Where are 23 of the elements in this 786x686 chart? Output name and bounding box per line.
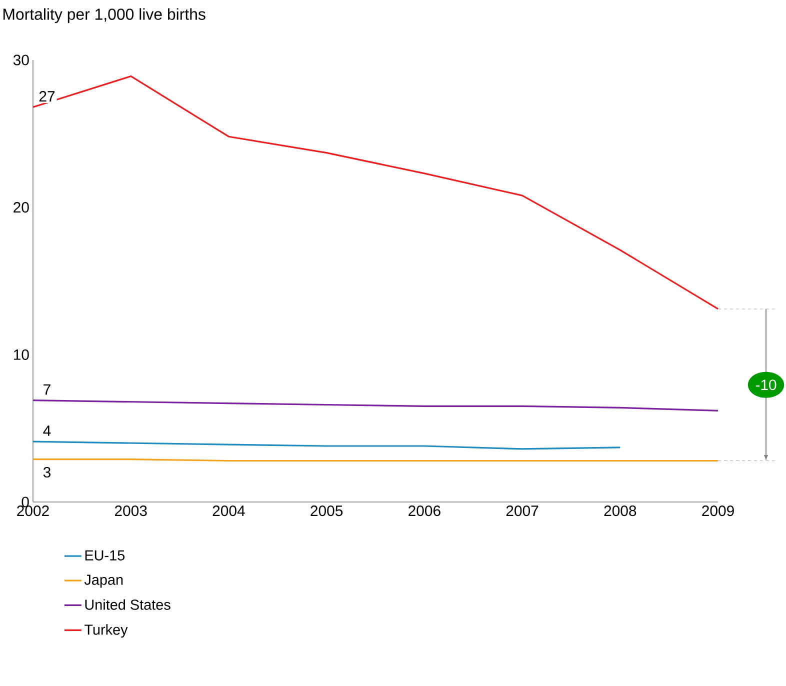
x-tick-label: 2005 — [310, 506, 343, 516]
annotation: 7 — [44, 384, 50, 395]
legend-label: Turkey — [84, 624, 128, 638]
text: -10 — [756, 380, 776, 390]
y-tick-label: 20 — [14, 202, 29, 213]
y-tick-label: 10 — [14, 349, 29, 360]
annotation: 3 — [43, 466, 50, 478]
x-tick-label: 2006 — [408, 506, 440, 516]
y-axis-title: Mortality per 1,000 live births — [4, 8, 206, 24]
x-tick-label: 2007 — [506, 506, 538, 516]
legend-label: Japan — [84, 574, 123, 588]
y-tick-label: 0 — [22, 496, 29, 508]
x-tick-label: 2009 — [702, 506, 734, 516]
line-series — [32, 75, 719, 310]
y-tick-label: 30 — [13, 54, 29, 66]
x-tick-label: 2002 — [17, 506, 49, 516]
legend-label: United States — [85, 599, 170, 610]
annotation: 27 — [39, 91, 55, 102]
x-tick-label: 2004 — [212, 506, 245, 516]
x-tick-label: 2008 — [604, 506, 636, 516]
legend-label: EU-15 — [85, 550, 125, 560]
x-tick-label: 2003 — [114, 506, 147, 516]
annotation: 4 — [43, 426, 51, 436]
